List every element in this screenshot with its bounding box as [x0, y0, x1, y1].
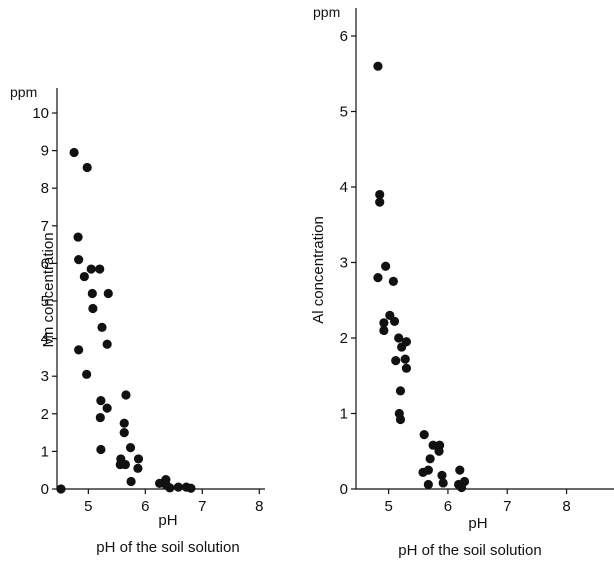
al-data-point	[456, 482, 467, 493]
al-x-tick-label: 5	[384, 498, 392, 515]
mn-caption: pH of the soil solution	[96, 539, 239, 556]
mn-y-tick-label: 5	[41, 293, 49, 310]
mn-y-tick-label: 8	[41, 180, 49, 197]
al-data-point	[379, 318, 389, 328]
al-data-point	[438, 478, 448, 488]
mn-y-tick-label: 3	[41, 368, 49, 385]
mn-y-tick-label: 4	[41, 331, 49, 348]
mn-y-tick-label: 0	[41, 481, 49, 498]
al-data-point	[391, 356, 401, 366]
mn-data-point	[79, 271, 89, 282]
mn-data-point	[97, 322, 107, 332]
al-data-point	[428, 440, 438, 450]
mn-points	[56, 147, 196, 494]
al-axes: 0 1 2 3 4 5 6 5 6 7 8	[340, 8, 614, 515]
mn-data-point	[95, 264, 105, 274]
al-caption: pH of the soil solution	[398, 542, 541, 559]
mn-data-point	[102, 403, 112, 413]
mn-data-point	[82, 369, 92, 379]
mn-data-point	[186, 483, 196, 493]
mn-data-point	[69, 147, 79, 158]
mn-y-axis-title: Mn concentration	[40, 232, 57, 347]
mn-data-point	[121, 390, 131, 400]
al-data-point	[425, 454, 435, 464]
mn-axes: 0 1 2 3 4 5 6 7 8 9 10 5 6 7 8	[32, 88, 265, 515]
mn-y-tick-label: 6	[41, 255, 49, 272]
mn-data-point	[119, 418, 129, 428]
mn-data-point	[73, 232, 83, 242]
mn-y-tick-label: 7	[41, 218, 49, 235]
mn-y-tick-label: 10	[32, 105, 49, 122]
al-y-tick-label: 6	[340, 28, 348, 45]
al-chart-panel: ppm Al concentration pH pH of the soil s…	[310, 4, 614, 559]
al-data-point	[389, 316, 400, 326]
al-y-tick-label: 5	[340, 104, 348, 121]
al-data-point	[373, 273, 383, 283]
mn-data-point	[87, 288, 97, 299]
al-data-point	[437, 470, 447, 481]
mn-data-point	[133, 454, 144, 464]
mn-data-point	[95, 412, 105, 423]
mn-x-tick-label: 7	[198, 498, 206, 515]
al-data-point	[419, 430, 429, 440]
al-data-point	[418, 467, 428, 477]
mn-x-axis-title: pH	[158, 512, 177, 529]
mn-y-unit-label: ppm	[10, 84, 37, 100]
al-y-tick-label: 0	[340, 481, 348, 498]
mn-data-point	[96, 396, 106, 406]
al-data-point	[434, 446, 444, 456]
al-data-point	[397, 342, 407, 352]
al-y-axis-title: Al concentration	[310, 216, 327, 324]
mn-data-point	[126, 476, 136, 487]
al-data-point	[395, 386, 406, 396]
mn-data-point	[120, 459, 130, 470]
mn-data-point	[96, 444, 106, 455]
mn-data-point	[133, 463, 143, 473]
al-data-point	[394, 333, 404, 343]
mn-x-tick-label: 8	[255, 498, 263, 515]
al-data-point	[423, 479, 433, 490]
mn-data-point	[102, 339, 112, 349]
mn-y-tick-label: 2	[41, 406, 49, 423]
mn-data-point	[165, 483, 175, 493]
al-x-tick-label: 6	[444, 498, 452, 515]
mn-data-point	[74, 255, 84, 265]
al-data-point	[388, 276, 398, 286]
mn-chart-panel: ppm Mn concentration pH pH of the soil s…	[10, 84, 265, 556]
mn-x-tick-label: 6	[141, 498, 149, 515]
al-x-axis-title: pH	[468, 515, 487, 532]
mn-y-tick-label: 9	[41, 143, 49, 160]
mn-y-tick-label: 1	[41, 443, 49, 460]
al-data-point	[375, 189, 385, 200]
al-y-tick-label: 4	[340, 179, 348, 196]
mn-data-point	[103, 288, 113, 299]
al-x-tick-label: 7	[503, 498, 511, 515]
mn-data-point	[173, 482, 183, 492]
mn-data-point	[86, 264, 96, 274]
mn-x-tick-label: 5	[84, 498, 92, 515]
al-data-point	[401, 363, 412, 373]
al-y-tick-label: 2	[340, 330, 348, 347]
mn-data-point	[82, 162, 92, 173]
al-y-unit-label: ppm	[313, 4, 340, 20]
mn-data-point	[119, 428, 129, 438]
al-data-point	[400, 354, 410, 364]
al-data-point	[373, 61, 383, 71]
al-data-point	[395, 414, 406, 425]
al-x-tick-label: 8	[562, 498, 570, 515]
al-points	[373, 61, 470, 493]
al-y-tick-label: 1	[340, 406, 348, 423]
mn-data-point	[88, 303, 98, 314]
mn-data-point	[74, 345, 84, 355]
al-data-point	[381, 261, 391, 271]
al-data-point	[379, 325, 389, 336]
al-y-tick-label: 3	[340, 255, 348, 272]
mn-data-point	[125, 443, 136, 453]
al-data-point	[455, 465, 465, 475]
al-data-point	[375, 197, 385, 207]
mn-data-point	[56, 484, 66, 494]
